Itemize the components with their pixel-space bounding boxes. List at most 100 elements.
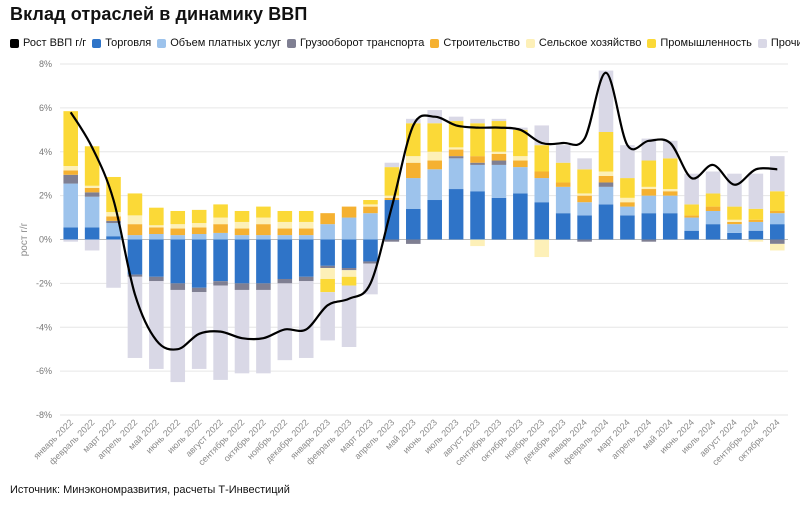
bar-segment (149, 276, 164, 282)
bar-segment (555, 213, 571, 240)
bar-segment (448, 158, 464, 190)
bar-segment (406, 178, 421, 209)
bar-segment (577, 193, 592, 196)
bar-segment (406, 118, 421, 124)
gdp-growth-line (69, 71, 778, 351)
bar-segment (256, 289, 271, 374)
bar-segment (234, 210, 250, 222)
bar-segment (727, 206, 742, 220)
bar-segment (598, 204, 614, 240)
bar-segment (598, 171, 614, 176)
bar-segment (84, 187, 100, 193)
bar-segment (84, 196, 100, 228)
bar-segment (170, 224, 186, 229)
bar-segment (84, 185, 100, 188)
bar-segment (213, 285, 228, 380)
y-tick-label: 4% (39, 147, 52, 157)
bar-segment (770, 239, 785, 244)
bar-segment (149, 281, 164, 369)
bar-segment (234, 283, 250, 290)
bar-segment (106, 220, 121, 224)
bar-segment (213, 204, 228, 218)
bar-segment (534, 145, 550, 172)
bar-segment (727, 224, 742, 233)
bar-segment (256, 217, 271, 225)
bar-segment (705, 193, 721, 207)
bar-segment (448, 121, 464, 148)
bar-segment (513, 193, 528, 240)
bar-segment (106, 223, 121, 237)
bar-segment (63, 239, 78, 242)
bar-segment (577, 158, 592, 170)
bar-segment (598, 182, 614, 187)
bar-segment (448, 147, 464, 150)
bar-segment (341, 217, 357, 240)
bar-segment (577, 215, 592, 240)
bar-segment (127, 276, 143, 358)
bar-segment (170, 210, 186, 225)
bar-segment (448, 156, 464, 159)
legend-swatch (92, 38, 102, 48)
bar-segment (491, 164, 507, 198)
bar-segment (320, 213, 335, 225)
bar-segment (748, 221, 764, 231)
bar-segment (298, 228, 314, 236)
bar-segment (406, 208, 421, 240)
bar-segment (705, 210, 721, 225)
bar-segment (84, 227, 100, 240)
legend-item: Строительство (430, 37, 520, 49)
y-tick-label: -4% (36, 322, 52, 332)
bar-segment (641, 213, 657, 240)
bar-segment (84, 146, 100, 186)
bar-segment (555, 145, 571, 163)
bar-segment (620, 197, 635, 203)
bar-segment (106, 216, 121, 221)
legend-label: Грузооборот транспорта (300, 37, 425, 49)
bar-segment (320, 268, 335, 279)
bar-segment (191, 223, 207, 228)
legend-swatch (287, 38, 296, 48)
bar-segment (384, 197, 400, 201)
bar-segment (598, 70, 614, 133)
bar-segment (170, 239, 186, 284)
y-tick-label: -8% (36, 410, 52, 420)
bar-segment (620, 145, 635, 179)
bar-segment (277, 283, 293, 361)
legend-label: Торговля (105, 37, 152, 49)
bar-segment (213, 232, 228, 240)
bar-segment (748, 173, 764, 209)
bar-segment (555, 182, 571, 187)
bar-segment (63, 170, 78, 175)
bar-segment (598, 186, 614, 205)
bar-segment (641, 160, 657, 187)
bar-segment (191, 239, 207, 288)
bar-segment (170, 283, 186, 290)
bar-segment (363, 204, 378, 207)
bar-segment (534, 171, 550, 179)
bar-segment (63, 227, 78, 240)
bar-segment (513, 167, 528, 194)
bar-segment (363, 200, 378, 205)
chart-title: Вклад отраслей в динамику ВВП (10, 4, 308, 24)
bar-segment (84, 192, 100, 197)
bar-segment (341, 239, 357, 269)
legend-item: Прочие (757, 37, 800, 49)
bar-segment (662, 191, 678, 196)
bar-segment (770, 210, 785, 214)
bar-segment (320, 265, 335, 269)
bar-segment (470, 123, 485, 157)
bar-segment (363, 213, 378, 240)
bar-segment (127, 274, 143, 277)
bar-segment (727, 232, 742, 240)
bar-segment (470, 239, 485, 247)
bar-segment (363, 261, 378, 264)
bar-segment (320, 224, 335, 240)
bar-segment (406, 239, 421, 244)
bar-segment (448, 149, 464, 157)
bar-segment (191, 227, 207, 235)
bar-segment (684, 204, 699, 216)
bar-segment (277, 221, 293, 229)
bar-segment (384, 239, 400, 242)
bar-segment (727, 221, 742, 225)
